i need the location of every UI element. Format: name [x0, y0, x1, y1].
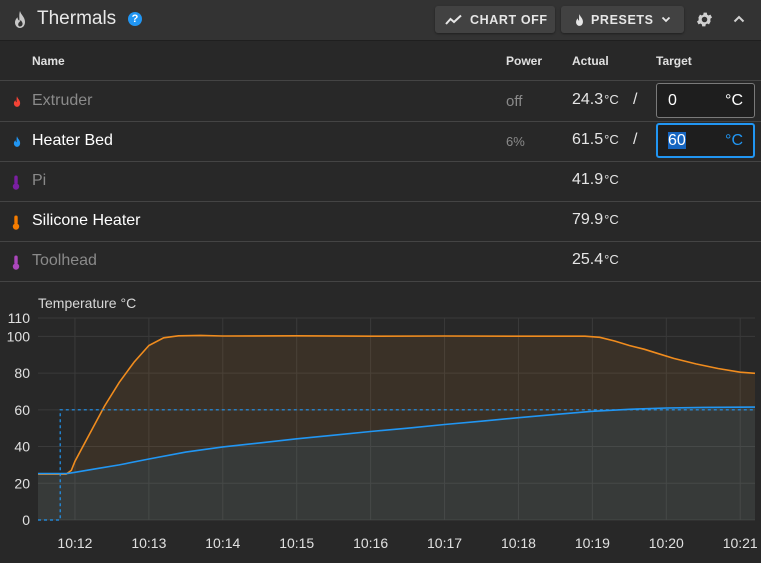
thermals-header: Thermals ? CHART OFF PRESETS: [0, 0, 761, 41]
y-tick-label: 20: [14, 475, 30, 491]
y-tick-label: 60: [14, 402, 30, 418]
heater-bed-target-input[interactable]: 60 °C: [656, 123, 755, 158]
target-value[interactable]: 0: [668, 92, 677, 109]
actual-value: 41.9: [572, 171, 604, 188]
series-area-bed: [38, 407, 755, 520]
column-header-name: Name: [32, 54, 65, 68]
target-separator: /: [633, 91, 638, 108]
panel-title: Thermals: [37, 8, 117, 29]
y-tick-label: 0: [22, 512, 30, 528]
target-separator: /: [633, 131, 638, 148]
selected-text: 60: [668, 132, 686, 149]
x-tick-label: 10:21: [723, 535, 758, 551]
thermometer-icon: [12, 215, 20, 230]
gear-icon[interactable]: [695, 10, 714, 29]
flame-icon: [13, 96, 21, 107]
target-unit: °C: [725, 132, 743, 149]
y-tick-label: 110: [8, 310, 31, 326]
actual-temperature: 41.9°C: [572, 171, 619, 189]
x-tick-label: 10:18: [501, 535, 536, 551]
actual-temperature: 25.4°C: [572, 251, 619, 269]
actual-value: 24.3: [572, 91, 604, 108]
flame-icon: [576, 13, 583, 26]
chart-toggle-label: CHART OFF: [470, 12, 548, 27]
series-line-bed: [38, 406, 756, 475]
table-row-extruder: Extruder off 24.3°C / 0 °C: [0, 81, 761, 122]
actual-unit: °C: [604, 132, 619, 147]
chart-line-icon: [445, 14, 462, 25]
y-tick-label: 40: [14, 439, 30, 455]
table-header: Name Power Actual Target: [0, 41, 761, 81]
extruder-target-input[interactable]: 0 °C: [656, 83, 755, 118]
thermometer-icon: [12, 175, 20, 190]
actual-temperature: 79.9°C: [572, 211, 619, 229]
chart-axis-title: Temperature °C: [38, 295, 136, 311]
flame-icon: [13, 136, 21, 147]
x-tick-label: 10:15: [279, 535, 314, 551]
column-header-power: Power: [506, 54, 543, 68]
sensor-name: Pi: [32, 172, 47, 189]
y-tick-label: 100: [7, 328, 31, 344]
power-value: off: [506, 93, 523, 110]
actual-unit: °C: [604, 92, 619, 107]
actual-value: 79.9: [572, 211, 604, 228]
x-tick-label: 10:17: [427, 535, 462, 551]
flame-icon: [15, 11, 25, 28]
series-line-silicone: [38, 334, 756, 475]
y-tick-label: 80: [14, 365, 30, 381]
presets-label: PRESETS: [591, 12, 654, 27]
actual-value: 25.4: [572, 251, 604, 268]
power-value: 6%: [506, 134, 525, 149]
series-area-silicone: [38, 335, 755, 520]
table-row-toolhead: Toolhead 25.4°C: [0, 241, 761, 282]
x-tick-label: 10:12: [57, 535, 92, 551]
sensor-name: Silicone Heater: [32, 212, 141, 229]
actual-unit: °C: [604, 172, 619, 187]
actual-temperature: 24.3°C: [572, 91, 619, 109]
x-tick-label: 10:13: [131, 535, 166, 551]
table-row-silicone-heater: Silicone Heater 79.9°C: [0, 201, 761, 242]
temperature-chart[interactable]: Temperature °C 0 20 40 60 80 100 110 10:12 10:13 1…: [0, 282, 761, 558]
actual-value: 61.5: [572, 131, 604, 148]
chart-toggle-button[interactable]: CHART OFF: [435, 6, 555, 33]
x-tick-label: 10:14: [205, 535, 240, 551]
actual-unit: °C: [604, 212, 619, 227]
temperature-chart-svg: Temperature °C 0 20 40 60 80 100 110 10:12 10:13 1…: [7, 295, 758, 551]
sensor-name: Toolhead: [32, 252, 97, 269]
column-header-target: Target: [656, 54, 692, 68]
actual-unit: °C: [604, 252, 619, 267]
x-tick-label: 10:19: [575, 535, 610, 551]
target-value[interactable]: 60: [668, 132, 686, 150]
help-icon[interactable]: ?: [128, 12, 142, 26]
x-tick-label: 10:16: [353, 535, 388, 551]
chevron-down-icon: [661, 16, 670, 23]
sensor-name: Heater Bed: [32, 132, 113, 149]
actual-temperature: 61.5°C: [572, 131, 619, 149]
table-row-heater-bed: Heater Bed 6% 61.5°C / 60 °C: [0, 121, 761, 162]
table-row-pi: Pi 41.9°C: [0, 161, 761, 202]
thermometer-icon: [12, 255, 20, 270]
presets-button[interactable]: PRESETS: [561, 6, 684, 33]
sensor-name: Extruder: [32, 92, 93, 109]
target-unit: °C: [725, 92, 743, 109]
column-header-actual: Actual: [572, 54, 609, 68]
chevron-up-icon[interactable]: [732, 12, 746, 26]
x-tick-label: 10:20: [649, 535, 684, 551]
